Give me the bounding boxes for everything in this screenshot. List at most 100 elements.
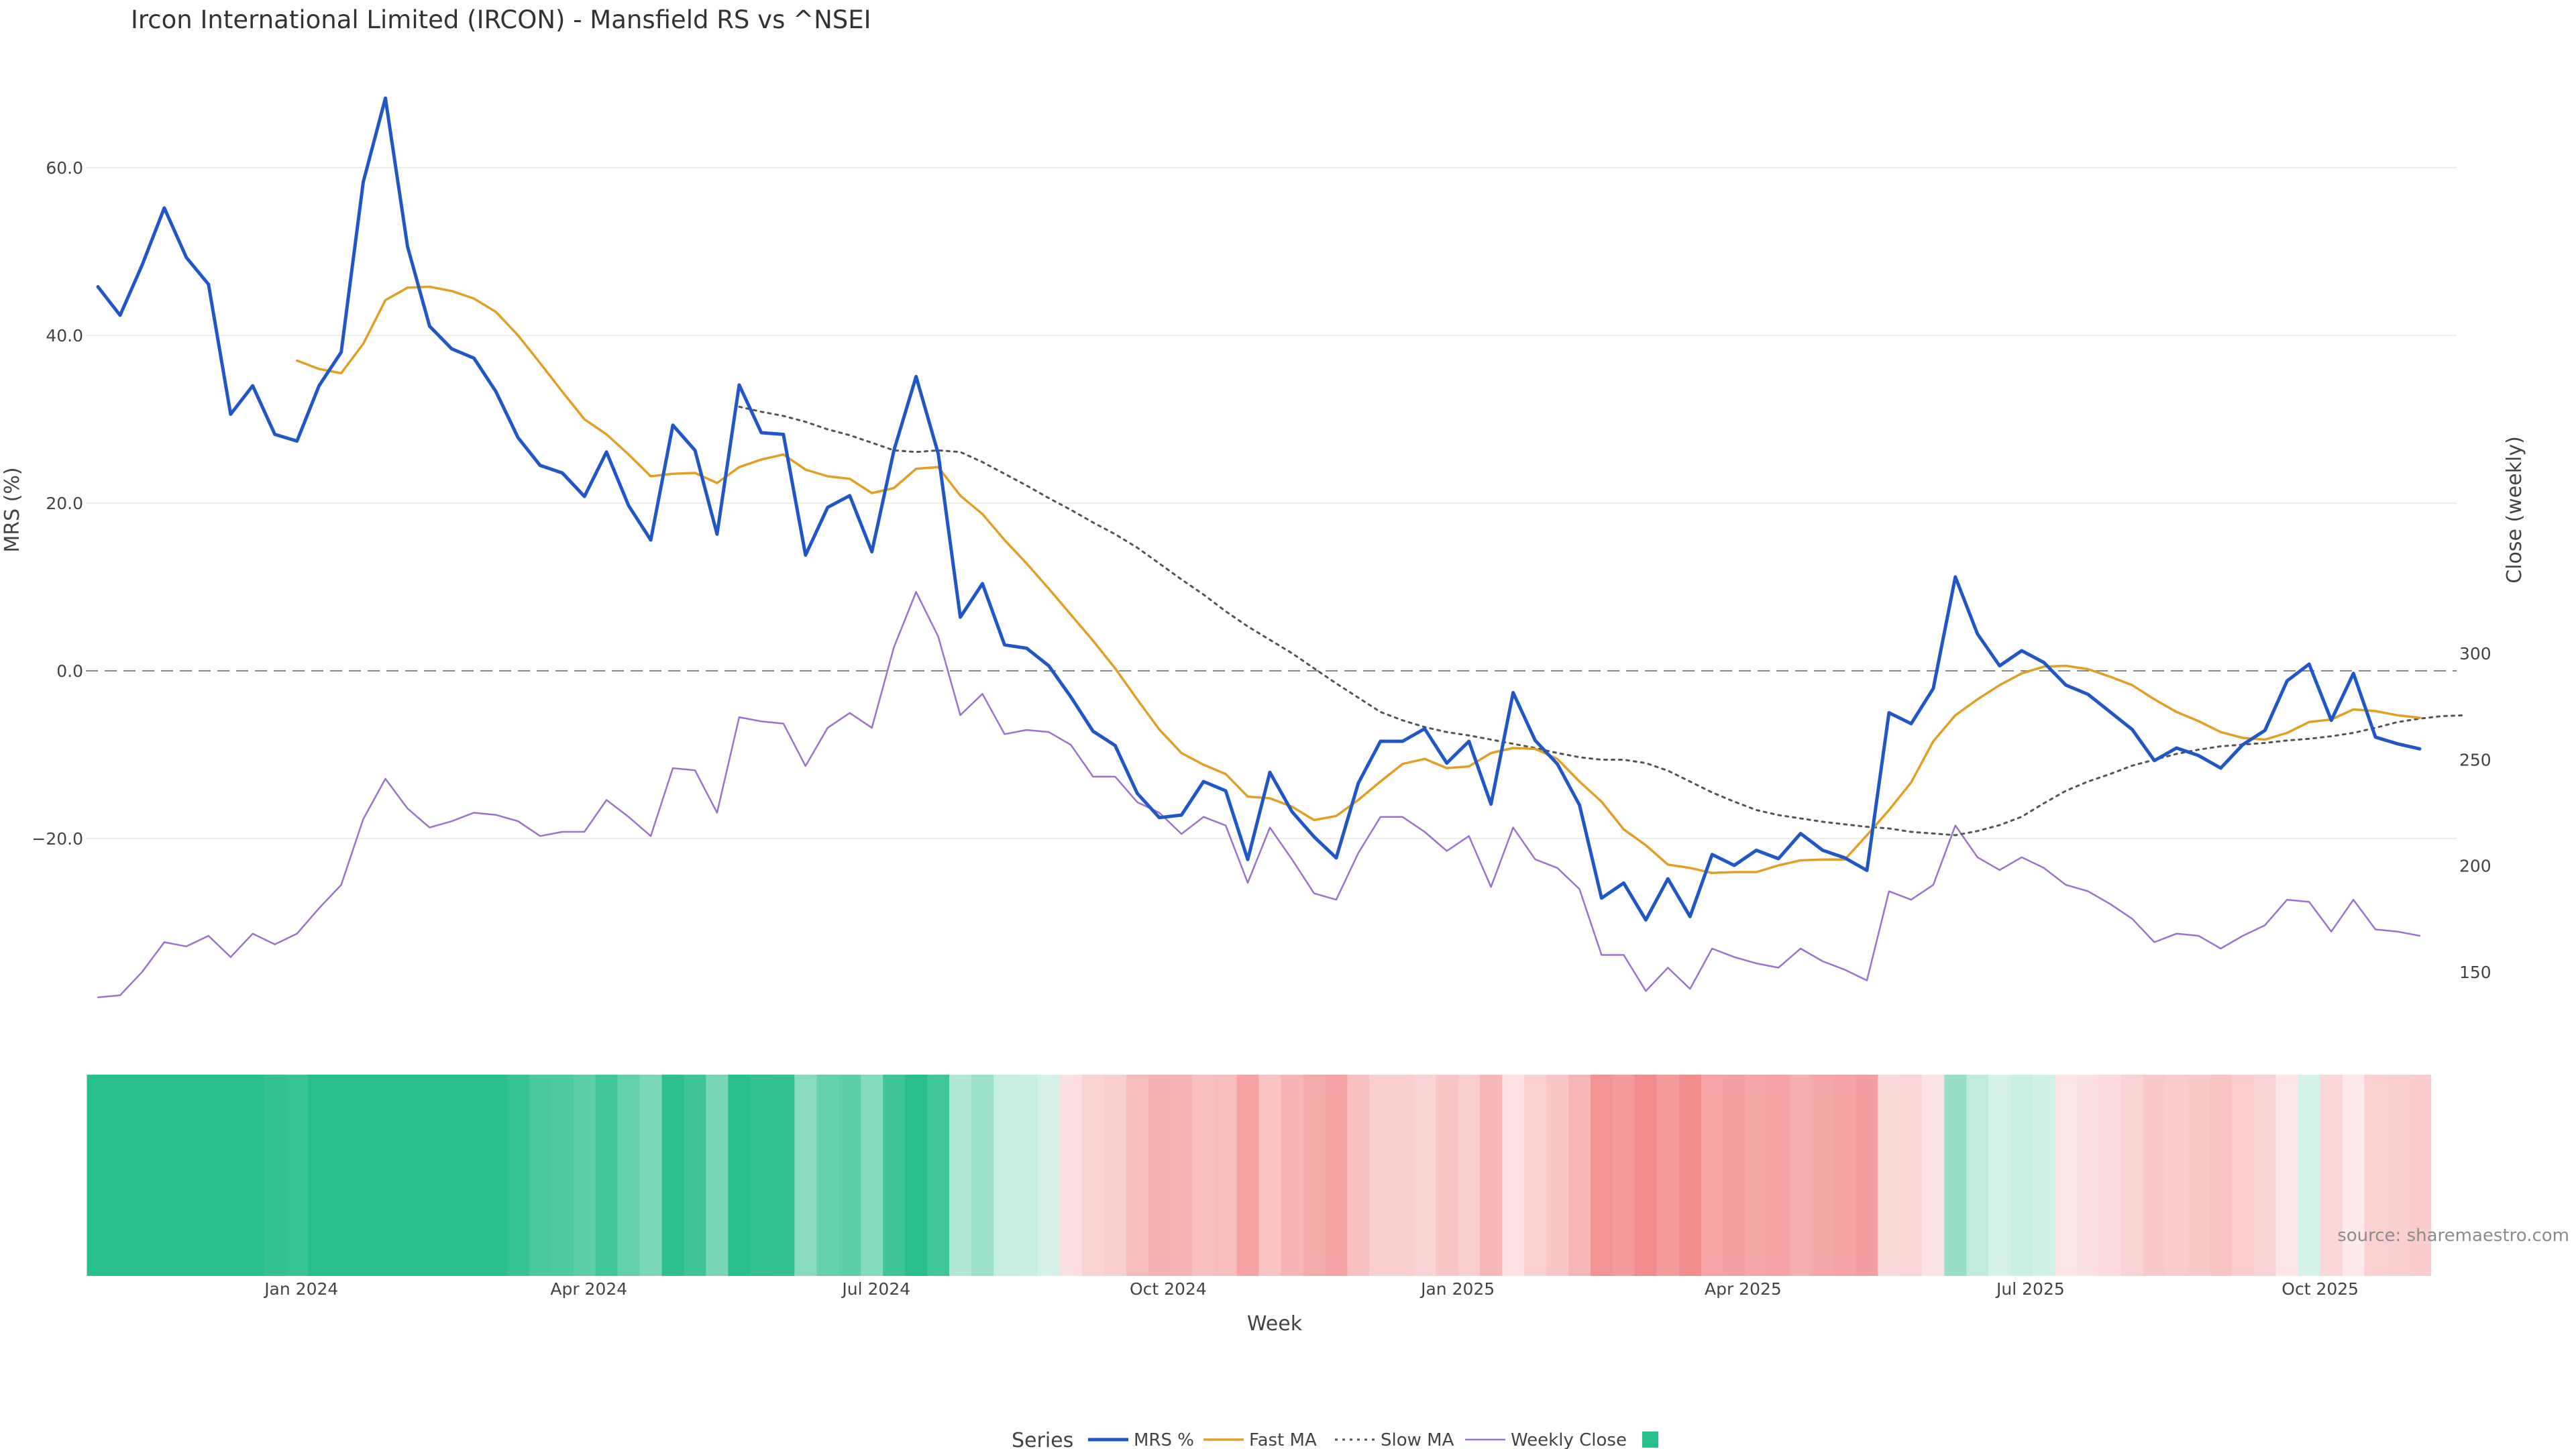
legend-label-slow-ma[interactable]: Slow MA xyxy=(1381,1430,1454,1449)
legend-label-fast-ma[interactable]: Fast MA xyxy=(1249,1430,1317,1449)
heatmap-cell xyxy=(1878,1075,1901,1276)
legend-label-weekly-close[interactable]: Weekly Close xyxy=(1511,1430,1627,1449)
heatmap-cell xyxy=(1612,1075,1635,1276)
heatmap-cell xyxy=(1723,1075,1746,1276)
legend: Series MRS % Fast MA Slow MA Weekly Clos… xyxy=(1012,1429,1658,1449)
heatmap-cell xyxy=(2055,1075,2078,1276)
heatmap-cell xyxy=(374,1075,397,1276)
left-tick-label: 60.0 xyxy=(46,158,83,178)
heatmap-cell xyxy=(219,1075,242,1276)
heatmap-cell xyxy=(883,1075,906,1276)
heatmap-cell xyxy=(706,1075,729,1276)
heatmap-cell xyxy=(2165,1075,2188,1276)
heatmap-cell xyxy=(1900,1075,1923,1276)
heatmap-cell xyxy=(927,1075,950,1276)
heatmap-cell xyxy=(2231,1075,2255,1276)
heatmap-cell xyxy=(418,1075,441,1276)
heatmap-cell xyxy=(241,1075,264,1276)
heatmap-cell xyxy=(1811,1075,1835,1276)
x-axis-title: Week xyxy=(1247,1312,1303,1336)
heatmap-cell xyxy=(1833,1075,1857,1276)
left-tick-label: −20.0 xyxy=(32,829,83,849)
heatmap-cell xyxy=(286,1075,309,1276)
series-layer xyxy=(96,96,2465,999)
heatmap-cell xyxy=(2320,1075,2343,1276)
heatmap-cell xyxy=(1303,1075,1326,1276)
chart-title: Ircon International Limited (IRCON) - Ma… xyxy=(131,5,871,34)
right-tick-label: 250 xyxy=(2459,750,2491,769)
heatmap-cell xyxy=(1081,1075,1105,1276)
heatmap-cell xyxy=(1015,1075,1038,1276)
heatmap-cell xyxy=(794,1075,817,1276)
heatmap-cell xyxy=(1568,1075,1591,1276)
heatmap-cell xyxy=(1413,1075,1436,1276)
heatmap-cell xyxy=(1059,1075,1083,1276)
heatmap-cell xyxy=(2364,1075,2387,1276)
series-slow-ma xyxy=(738,405,2465,837)
heatmap-cell xyxy=(861,1075,883,1276)
heatmap-cell xyxy=(1148,1075,1171,1276)
heatmap-cell xyxy=(684,1075,707,1276)
right-tick-label: 300 xyxy=(2459,644,2491,663)
heatmap-cell xyxy=(1678,1075,1702,1276)
heatmap-cell xyxy=(2033,1075,2055,1276)
heatmap-cell xyxy=(197,1075,220,1276)
heatmap-cell xyxy=(1590,1075,1613,1276)
y-axis-title-right: Close (weekly) xyxy=(2503,436,2526,584)
heatmap-cell xyxy=(728,1075,751,1276)
heatmap-cell xyxy=(308,1075,331,1276)
heatmap-cell xyxy=(2010,1075,2033,1276)
x-axis-ticks: Jan 2024 Apr 2024 Jul 2024 Oct 2024 Jan 2025… xyxy=(263,1279,2359,1299)
left-tick-label: 20.0 xyxy=(46,494,83,513)
heatmap-cell xyxy=(772,1075,795,1276)
heatmap-cell xyxy=(1856,1075,1879,1276)
heatmap-cell xyxy=(506,1075,530,1276)
heatmap-cell xyxy=(1546,1075,1569,1276)
x-tick-label: Jul 2024 xyxy=(841,1279,910,1299)
left-tick-label: 0.0 xyxy=(56,661,83,681)
heatmap-cell xyxy=(993,1075,1016,1276)
heatmap-cell xyxy=(1789,1075,1813,1276)
heatmap-cell xyxy=(2143,1075,2166,1276)
heatmap-cell xyxy=(330,1075,353,1276)
heatmap-cell xyxy=(2342,1075,2365,1276)
heatmap-cell xyxy=(1347,1075,1370,1276)
heatmap-cell xyxy=(2187,1075,2210,1276)
heatmap-cell xyxy=(1037,1075,1061,1276)
heatmap-cell xyxy=(2099,1075,2122,1276)
heatmap-cell xyxy=(109,1075,132,1276)
heatmap-cell xyxy=(905,1075,928,1276)
right-tick-label: 150 xyxy=(2459,963,2491,982)
x-tick-label: Oct 2024 xyxy=(1130,1279,1207,1299)
heatmap-cell xyxy=(1656,1075,1680,1276)
heatmap-cell xyxy=(2209,1075,2233,1276)
series-mrs- xyxy=(96,96,2422,922)
x-tick-label: Jan 2024 xyxy=(263,1279,338,1299)
right-axis-ticks: 150 200 250 300 xyxy=(2459,644,2491,982)
heatmap-cell xyxy=(1944,1075,1967,1276)
heatmap-cell xyxy=(1170,1075,1193,1276)
legend-title: Series xyxy=(1012,1429,1073,1449)
series-fast-ma xyxy=(295,285,2421,875)
heatmap-cell xyxy=(617,1075,641,1276)
heatmap-cell xyxy=(2121,1075,2144,1276)
heatmap-cell xyxy=(1745,1075,1768,1276)
heatmap-cell xyxy=(2253,1075,2277,1276)
heatmap-cell xyxy=(1391,1075,1414,1276)
legend-label-mrs[interactable]: MRS % xyxy=(1134,1430,1194,1449)
heatmap-cell xyxy=(661,1075,685,1276)
source-annotation: source: sharemaestro.com xyxy=(2337,1226,2569,1246)
heatmap-cell xyxy=(750,1075,773,1276)
heatmap-cell xyxy=(264,1075,286,1276)
y-axis-title-left: MRS (%) xyxy=(1,467,24,552)
heatmap-cell xyxy=(2386,1075,2410,1276)
mrs-heatmap-band xyxy=(87,1075,2432,1276)
heatmap-cell xyxy=(153,1075,176,1276)
heatmap-cell xyxy=(1502,1075,1525,1276)
heatmap-cell xyxy=(1258,1075,1282,1276)
heatmap-cell xyxy=(175,1075,198,1276)
heatmap-cell xyxy=(971,1075,994,1276)
heatmap-cell xyxy=(1701,1075,1724,1276)
x-tick-label: Jul 2025 xyxy=(1995,1279,2065,1299)
